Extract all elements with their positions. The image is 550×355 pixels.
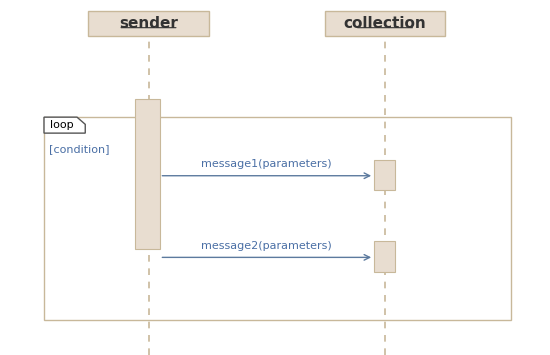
Text: sender: sender — [119, 16, 178, 31]
Text: collection: collection — [344, 16, 426, 31]
Polygon shape — [44, 117, 85, 133]
Text: [condition]: [condition] — [50, 144, 110, 154]
FancyBboxPatch shape — [135, 99, 160, 248]
FancyBboxPatch shape — [88, 11, 209, 36]
FancyBboxPatch shape — [374, 241, 395, 272]
FancyBboxPatch shape — [324, 11, 446, 36]
Text: message2(parameters): message2(parameters) — [201, 241, 332, 251]
Text: message1(parameters): message1(parameters) — [201, 159, 332, 169]
FancyBboxPatch shape — [374, 160, 395, 190]
Text: loop: loop — [50, 120, 74, 130]
